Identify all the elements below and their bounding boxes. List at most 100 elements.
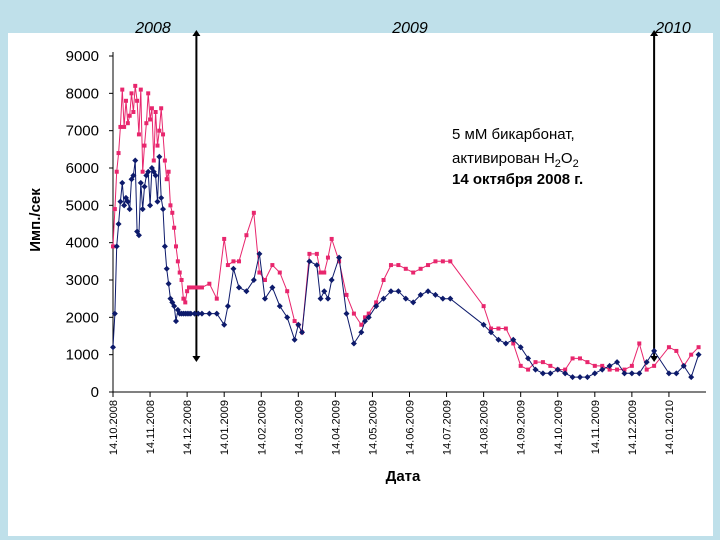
data-point-navy — [221, 321, 228, 328]
data-point-navy — [402, 295, 409, 302]
data-point-navy — [137, 179, 144, 186]
data-point-pink — [374, 300, 379, 305]
data-point-navy — [117, 198, 124, 205]
data-point-pink — [183, 300, 188, 305]
data-point-pink — [577, 356, 582, 361]
data-point-navy — [119, 179, 126, 186]
data-point-navy — [284, 314, 291, 321]
data-point-navy — [306, 258, 313, 265]
data-point-pink — [359, 322, 364, 327]
data-point-pink — [222, 236, 227, 241]
data-point-pink — [135, 98, 140, 103]
data-point-pink — [600, 363, 605, 368]
data-point-navy — [191, 310, 198, 317]
y-tick-label: 7000 — [66, 123, 99, 140]
data-point-navy — [673, 370, 680, 377]
data-point-navy — [410, 299, 417, 306]
x-tick-label: 14.01.2010 — [664, 400, 676, 455]
data-point-navy — [321, 288, 328, 295]
y-tick-label: 8000 — [66, 85, 99, 102]
data-point-pink — [123, 98, 128, 103]
data-point-navy — [591, 370, 598, 377]
data-point-navy — [236, 284, 243, 291]
x-tick-label: 14.08.2009 — [479, 400, 491, 455]
data-point-navy — [135, 232, 142, 239]
data-point-navy — [173, 318, 180, 325]
data-point-navy — [250, 277, 257, 283]
data-point-navy — [606, 362, 613, 369]
data-point-navy — [206, 310, 213, 317]
data-point-navy — [517, 344, 524, 351]
data-point-navy — [336, 254, 343, 261]
data-point-navy — [554, 366, 561, 373]
data-point-pink — [179, 278, 184, 282]
x-tick-labels: 14.10.2008 14.11.2008 14.12.2008 14.01.2009… — [108, 392, 676, 455]
data-point-pink — [166, 169, 171, 174]
x-tick-label: 14.09.2009 — [516, 400, 528, 455]
data-point-pink — [440, 259, 445, 264]
x-tick-label: 14.11.2009 — [590, 400, 602, 454]
x-tick-label: 14.06.2009 — [405, 400, 417, 455]
data-point-pink — [185, 289, 190, 294]
data-point-pink — [563, 367, 568, 372]
data-point-pink — [511, 341, 516, 346]
data-point-pink — [533, 360, 538, 365]
data-point-navy — [213, 310, 220, 317]
data-point-pink — [262, 278, 267, 282]
data-point-navy — [313, 262, 320, 269]
data-point-pink — [277, 270, 282, 275]
data-point-pink — [644, 367, 649, 372]
data-point-pink — [496, 326, 501, 331]
year-label-2010: 2010 — [654, 20, 691, 37]
data-point-navy — [447, 295, 454, 302]
data-point-pink — [318, 270, 323, 275]
data-point-navy — [665, 370, 672, 377]
x-tick-label: 14.05.2009 — [367, 400, 379, 455]
chart-panel — [8, 33, 713, 536]
data-point-navy — [187, 310, 194, 317]
x-tick-label: 14.01.2009 — [219, 400, 231, 455]
y-tick-label: 2000 — [66, 309, 99, 326]
data-point-pink — [177, 270, 182, 275]
data-point-navy — [139, 206, 146, 213]
data-point-pink — [652, 363, 657, 368]
data-point-pink — [214, 296, 219, 301]
data-point-pink — [144, 121, 149, 126]
data-point-navy — [495, 336, 502, 343]
year-label-2009: 2009 — [391, 20, 428, 37]
series-layer — [110, 83, 702, 381]
data-point-pink — [175, 259, 180, 264]
data-point-pink — [540, 360, 545, 365]
data-point-pink — [138, 87, 143, 92]
data-point-pink — [133, 83, 138, 88]
annotation-sub-1: 2 — [555, 158, 561, 170]
y-tick-label: 5000 — [66, 197, 99, 214]
data-point-navy — [243, 288, 250, 295]
data-point-pink — [503, 326, 508, 331]
data-point-navy — [343, 310, 350, 317]
data-point-navy — [269, 284, 276, 291]
data-point-pink — [637, 341, 642, 346]
marker-arrow-bottom — [650, 356, 659, 362]
data-point-navy — [324, 295, 331, 302]
data-point-pink — [129, 91, 134, 96]
data-point-pink — [615, 367, 620, 372]
data-point-navy — [387, 288, 394, 295]
data-point-pink — [548, 363, 553, 368]
y-tick-label: 6000 — [66, 160, 99, 177]
data-point-navy — [163, 265, 170, 272]
data-point-pink — [237, 259, 242, 264]
data-point-pink — [231, 259, 236, 264]
data-point-pink — [607, 367, 612, 372]
data-point-navy — [576, 374, 583, 381]
data-point-pink — [689, 352, 694, 357]
data-point-navy — [395, 288, 402, 295]
data-point-pink — [225, 263, 230, 268]
data-point-pink — [570, 356, 575, 361]
x-tick-label: 14.10.2009 — [553, 400, 565, 455]
data-point-pink — [292, 319, 297, 324]
x-tick-label: 14.12.2009 — [627, 400, 639, 455]
data-point-navy — [141, 183, 148, 190]
data-point-pink — [592, 363, 597, 368]
marker-lines — [192, 30, 659, 362]
